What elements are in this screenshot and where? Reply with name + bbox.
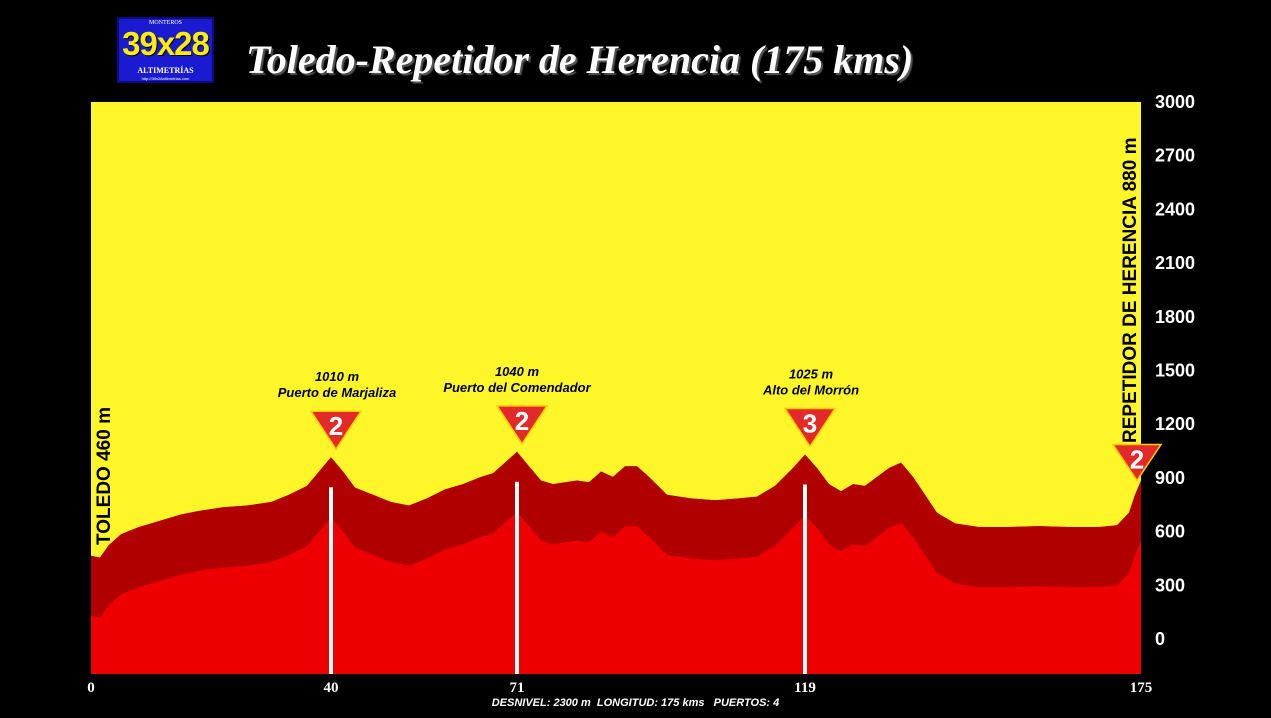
- x-tick-label: 175: [1130, 680, 1153, 696]
- logo-url-text: http://39x28altimetrias.com: [141, 76, 190, 81]
- pass-category-label: 2: [329, 411, 343, 441]
- y-tick-label: 1500: [1155, 361, 1195, 381]
- y-tick-label: 3000: [1155, 92, 1195, 112]
- y-tick-label: 300: [1155, 575, 1185, 595]
- logo-sub-text: ALTIMETRÍAS: [137, 66, 194, 75]
- y-tick-label: 0: [1155, 629, 1165, 649]
- route-summary: DESNIVEL: 2300 m LONGITUD: 175 kms PUERT…: [0, 697, 1271, 709]
- y-tick-label: 2400: [1155, 199, 1195, 219]
- pass-altitude-label: 1025 m: [789, 367, 834, 382]
- x-tick-label: 119: [794, 680, 816, 696]
- x-tick-label: 0: [87, 680, 95, 696]
- longitud-value: LONGITUD: 175 kms: [596, 697, 705, 709]
- pass-pole: [329, 487, 333, 674]
- y-tick-label: 2700: [1155, 146, 1195, 166]
- brand-logo: MONTEROS 39x28 ALTIMETRÍAS http://39x28a…: [117, 17, 214, 83]
- pass-name-label: Alto del Morrón: [762, 383, 859, 398]
- profile-ridge-band: [91, 451, 1141, 618]
- pass-altitude-label: 1040 m: [495, 364, 540, 379]
- pass-category-label: 2: [515, 406, 529, 436]
- end-location-label: REPETIDOR DE HERENCIA 880 m: [1120, 138, 1141, 443]
- pass-pole: [515, 481, 519, 674]
- pass-altitude-label: 1010 m: [315, 369, 360, 384]
- x-tick-label: 71: [510, 680, 525, 696]
- pass-name-label: Puerto del Comendador: [443, 380, 591, 395]
- pass-category-marker: [309, 410, 363, 451]
- pass-category-marker: [495, 405, 549, 446]
- desnivel-value: DESNIVEL: 2300 m: [491, 697, 591, 709]
- pass-pole: [803, 484, 807, 674]
- pass-category-marker: [783, 407, 837, 448]
- pass-category-label: 2: [1130, 444, 1144, 474]
- x-tick-label: 40: [324, 680, 339, 696]
- y-tick-label: 2100: [1155, 253, 1195, 273]
- pass-category-marker: [1111, 443, 1163, 482]
- start-location-label: TOLEDO 460 m: [94, 407, 115, 545]
- page-title: Toledo-Repetidor de Herencia (175 kms): [246, 37, 914, 82]
- y-tick-label: 600: [1155, 522, 1185, 542]
- pass-category-label: 3: [803, 409, 817, 439]
- puertos-value: PUERTOS: 4: [713, 697, 780, 709]
- y-tick-label: 900: [1155, 468, 1185, 488]
- logo-big-text: 39x28: [122, 25, 210, 62]
- pass-name-label: Puerto de Marjaliza: [278, 385, 396, 400]
- y-tick-label: 1200: [1155, 414, 1195, 434]
- y-tick-label: 1800: [1155, 307, 1195, 327]
- logo-top-text: MONTEROS: [148, 20, 182, 26]
